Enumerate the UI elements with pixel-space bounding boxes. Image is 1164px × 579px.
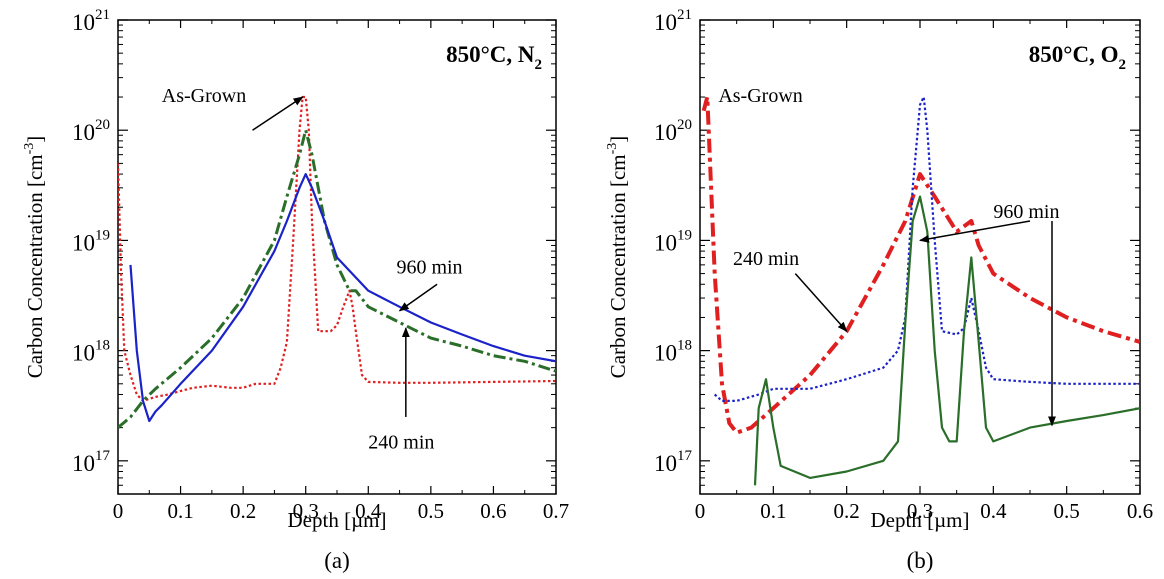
panel-a-x-tick-label: 0.1	[167, 499, 193, 523]
panel-b-y-tick-label: 1018	[654, 338, 692, 366]
panel-a-series-line-2	[118, 128, 556, 429]
panel-a-x-tick-label: 0	[113, 499, 124, 523]
panel-a-y-tick-label: 1019	[72, 227, 110, 255]
panel-a-x-tick-label: 0.2	[230, 499, 256, 523]
panel-b-x-tick-label: 0.6	[1127, 499, 1153, 523]
panel-b-x-axis-label: Depth [µm]	[871, 508, 970, 532]
panel-b-annotation-arrow	[919, 220, 1031, 243]
panel-a-annotation-arrow	[398, 283, 438, 312]
panel-a-annotation-label: 960 min	[396, 257, 462, 279]
panel-a-series-line-3	[129, 173, 556, 423]
panel-b-annotation-arrow	[794, 273, 848, 332]
panel-b-series-line-3	[753, 195, 1140, 486]
panel-b-series-group	[701, 95, 1140, 486]
panel-b-x-tick-label: 0.3	[907, 499, 933, 523]
panel-b-y-tick-label: 1017	[654, 448, 693, 476]
panel-a-chart-title: 850°C, N2	[446, 42, 542, 73]
panel-a-series-line-1	[118, 95, 556, 402]
panel-b-y-tick-label: 1020	[654, 117, 692, 145]
panel-a-annotation-label: 240 min	[368, 431, 434, 453]
panel-a-x-tick-label: 0.5	[418, 499, 444, 523]
panel-a-chart: 0 0.1 0.2 0.3 0.4 0.5 0.6 0.7 1017 1018 1019 1020 10…	[22, 7, 569, 573]
panel-a-annotation-label: As-Grown	[162, 85, 246, 107]
panel-b-panel-label: (b)	[907, 548, 934, 573]
panel-a-y-tick-label: 1018	[72, 338, 110, 366]
panel-a-x-tick-label: 0.7	[543, 499, 569, 523]
panel-b-x-tick-label: 0.5	[1054, 499, 1080, 523]
panel-a-y-tick-label: 1017	[72, 448, 111, 476]
panel-a-y-tick-label: 1020	[72, 117, 110, 145]
panel-b-chart-title: 850°C, O2	[1029, 42, 1126, 73]
panel-a-series-group	[118, 95, 556, 429]
panel-b-x-tick-label: 0.1	[760, 499, 786, 523]
panel-b-y-tick-label: 1021	[654, 7, 692, 35]
panel-a-x-axis-label: Depth [µm]	[288, 508, 387, 532]
panel-b-x-tick-label: 0	[695, 499, 706, 523]
panel-b-y-axis-label: Carbon Concentration [cm-3]	[605, 136, 630, 379]
panel-a-x-tick-label: 0.4	[355, 499, 382, 523]
panel-b-annotation-label: 240 min	[733, 248, 799, 270]
panel-a-panel-label: (a)	[324, 548, 350, 573]
panel-a-y-tick-label: 1021	[72, 7, 110, 35]
panel-b-annotation-label: 960 min	[993, 201, 1059, 223]
panel-b-annotation-label: As-Grown	[718, 85, 802, 107]
panel-b-series-line-2	[713, 95, 1140, 402]
panel-a-x-tick-label: 0.6	[480, 499, 506, 523]
panel-b-series-line-1	[701, 95, 1140, 435]
panel-b-chart: 0 0.1 0.2 0.3 0.4 0.5 0.6 1017 1018 1019 1020 1021 A…	[605, 7, 1153, 573]
panel-b-y-tick-label: 1019	[654, 227, 692, 255]
panel-a-y-axis-label: Carbon Concentration [cm-3]	[22, 136, 47, 379]
panel-b-x-tick-label: 0.4	[980, 499, 1007, 523]
panel-a-x-tick-label: 0.3	[293, 499, 319, 523]
panel-a-annotation-arrow	[252, 96, 304, 131]
panel-b-x-tick-label: 0.2	[834, 499, 860, 523]
